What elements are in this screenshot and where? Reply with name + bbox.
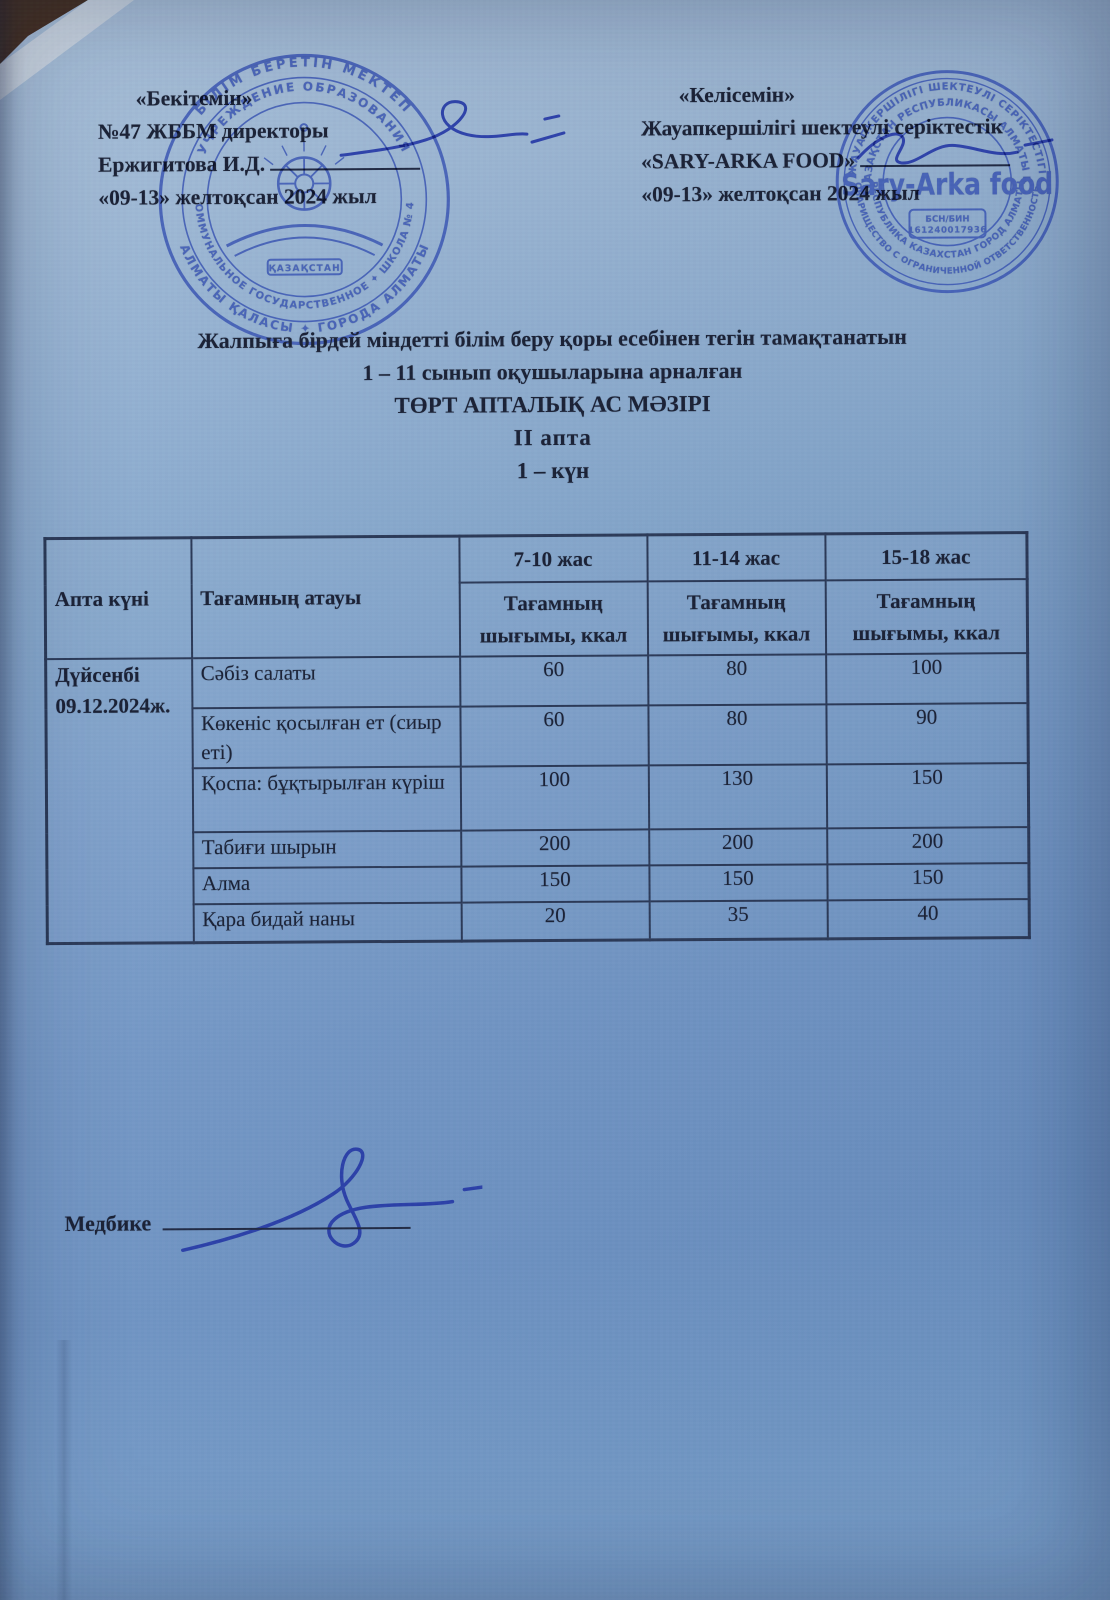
bin-label: БСН/БИН (925, 214, 969, 224)
day-cell: Дүйсенбі 09.12.2024ж. (45, 658, 194, 944)
header-kcal-1-line2: шығымы, ккал (479, 622, 628, 648)
header-kcal-3-line1: Тағамның (876, 588, 976, 614)
kcal-15-18: 40 (827, 899, 1030, 939)
kcal-7-10: 20 (461, 901, 650, 942)
bin-banner (908, 208, 987, 239)
header-age-1: 7-10 жас (458, 534, 648, 583)
table-row: Қара бидай наны 20 35 40 (47, 899, 1030, 943)
header-age-3: 15-18 жас (824, 532, 1028, 581)
header-kcal-2-line2: шығымы, ккал (662, 621, 811, 647)
bin-value: 161240017936 (908, 225, 987, 235)
dish-name: Қара бидай наны (193, 902, 462, 943)
kcal-7-10: 100 (460, 765, 649, 831)
header-kcal-3-line2: шығымы, ккал (852, 620, 1001, 646)
approval-right-company: «SARY-ARKA FOOD» (641, 148, 856, 174)
table-row: Дүйсенбі 09.12.2024ж. Сәбіз салаты 60 80… (45, 653, 1028, 944)
dish-name: Қоспа: бұқтырылған күріш (192, 766, 461, 833)
header-kcal-2: Тағамның шығымы, ккал (647, 580, 826, 656)
header-kcal-3: Тағамның шығымы, ккал (825, 579, 1028, 655)
kcal-11-14: 80 (647, 654, 826, 706)
table-header-row-ages: Апта күні Тағамның атауы 7-10 жас 11-14 … (44, 532, 1028, 660)
company-signature-ink (856, 132, 1054, 165)
kcal-15-18: 150 (826, 863, 1030, 901)
kcal-7-10: 200 (460, 829, 649, 867)
kcal-7-10: 60 (459, 705, 649, 767)
emblem-banner-text: ҚАЗАҚСТАН (269, 264, 341, 274)
header-age-2: 11-14 жас (646, 533, 826, 582)
day-name: Дүйсенбі (55, 662, 140, 688)
dish-name: Көкеніс қосылған ет (сиыр еті) (191, 706, 461, 769)
kcal-11-14: 150 (648, 864, 828, 902)
dish-name: Алма (192, 866, 462, 905)
table-row: Қоспа: бұқтырылған күріш 100 130 150 (46, 763, 1029, 833)
table-row: Алма 150 150 150 (47, 863, 1030, 905)
table-row: Табиғи шырын 200 200 200 (47, 827, 1029, 869)
nurse-signature-block: Медбике (64, 1206, 411, 1237)
title-line-5: 1 – күн (516, 457, 590, 484)
nurse-signature-line (162, 1206, 411, 1231)
header-day: Апта күні (44, 537, 192, 660)
header-kcal-2-line1: Тағамның (686, 589, 786, 615)
document-title-block: Жалпыға бірдей міндетті білім беру қоры … (0, 319, 1108, 491)
day-date: 09.12.2024ж. (55, 693, 171, 719)
table-row: Көкеніс қосылған ет (сиыр еті) 60 80 90 (46, 703, 1029, 769)
kcal-11-14: 35 (649, 900, 828, 940)
nurse-signature-ink (180, 1147, 483, 1253)
menu-table: Апта күні Тағамның атауы 7-10 жас 11-14 … (43, 531, 1031, 946)
school-round-stamp: БІЛІМ БЕРЕТІН МЕКТЕП АЛМАТЫ ҚАЛАСЫ ✦ ГОР… (149, 41, 450, 346)
kcal-15-18: 90 (825, 703, 1029, 765)
kcal-7-10: 150 (460, 865, 650, 903)
director-signature-ink (339, 100, 566, 157)
kcal-7-10: 60 (459, 655, 648, 707)
kcal-15-18: 150 (826, 763, 1029, 829)
kcal-15-18: 200 (826, 827, 1029, 865)
kcal-11-14: 80 (647, 704, 827, 766)
company-logo-text: Sary-Arka food (841, 167, 1053, 203)
kcal-11-14: 200 (648, 828, 827, 866)
dish-name: Сәбіз салаты (191, 656, 460, 709)
header-dish: Тағамның атауы (190, 536, 460, 659)
dish-name: Табиғи шырын (192, 830, 461, 869)
kcal-15-18: 100 (825, 653, 1028, 705)
header-kcal-1: Тағамның шығымы, ккал (459, 581, 648, 657)
kazakhstan-emblem-icon (225, 123, 384, 276)
nurse-label: Медбике (64, 1210, 152, 1237)
header-kcal-1-line1: Тағамның (503, 590, 603, 616)
company-round-stamp: ЖАУАПКЕРШІЛІГІ ШЕКТЕУЛІ СЕРІКТЕСТІГІ ҚАЗ… (823, 55, 1059, 294)
kcal-11-14: 130 (648, 764, 827, 830)
